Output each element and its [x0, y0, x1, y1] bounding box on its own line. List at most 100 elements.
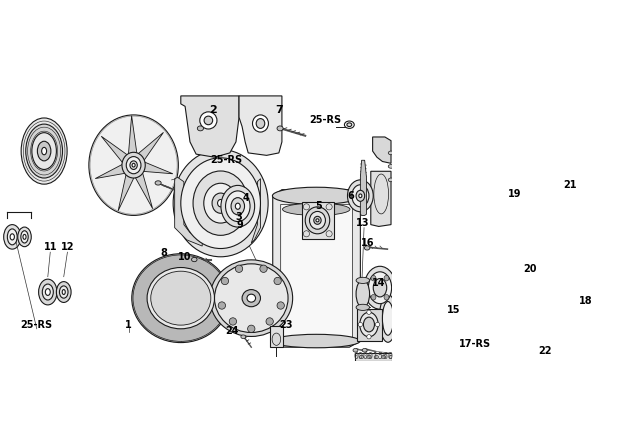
Text: 9: 9: [237, 220, 244, 230]
Ellipse shape: [45, 289, 51, 295]
Polygon shape: [101, 136, 127, 163]
Text: 4: 4: [243, 193, 250, 203]
Text: 15: 15: [447, 306, 460, 315]
Ellipse shape: [376, 323, 380, 327]
Ellipse shape: [210, 260, 292, 336]
Polygon shape: [371, 171, 391, 226]
Ellipse shape: [364, 266, 396, 309]
Ellipse shape: [4, 224, 21, 249]
Ellipse shape: [10, 234, 15, 240]
Text: 11: 11: [44, 242, 57, 252]
Ellipse shape: [204, 183, 237, 223]
Ellipse shape: [344, 121, 354, 129]
Polygon shape: [175, 177, 202, 246]
Ellipse shape: [200, 112, 217, 129]
Ellipse shape: [266, 318, 273, 325]
Polygon shape: [239, 96, 282, 155]
Ellipse shape: [371, 294, 376, 300]
Ellipse shape: [155, 181, 161, 185]
Ellipse shape: [310, 211, 325, 229]
Ellipse shape: [352, 185, 369, 207]
Text: 22: 22: [539, 346, 552, 357]
Ellipse shape: [21, 118, 67, 184]
Ellipse shape: [364, 246, 370, 250]
Ellipse shape: [356, 190, 365, 201]
Ellipse shape: [221, 277, 228, 284]
Text: 00001560: 00001560: [354, 352, 394, 361]
Polygon shape: [301, 202, 334, 239]
Ellipse shape: [373, 279, 387, 297]
Ellipse shape: [359, 194, 362, 198]
Ellipse shape: [360, 355, 364, 358]
Text: 7: 7: [275, 105, 283, 115]
Ellipse shape: [26, 124, 63, 178]
Ellipse shape: [133, 255, 228, 341]
Text: 25-RS: 25-RS: [308, 116, 341, 125]
Text: 1: 1: [125, 319, 132, 330]
Polygon shape: [252, 179, 260, 243]
Ellipse shape: [303, 231, 310, 237]
Ellipse shape: [388, 164, 394, 168]
Ellipse shape: [236, 265, 243, 272]
Ellipse shape: [180, 158, 260, 249]
Ellipse shape: [231, 198, 244, 215]
Text: 19: 19: [508, 189, 522, 199]
Ellipse shape: [347, 123, 352, 126]
Ellipse shape: [316, 219, 319, 222]
Ellipse shape: [272, 333, 281, 345]
Polygon shape: [281, 204, 353, 343]
Ellipse shape: [388, 178, 394, 182]
Ellipse shape: [384, 276, 389, 281]
Ellipse shape: [126, 157, 141, 174]
Ellipse shape: [197, 126, 204, 131]
Ellipse shape: [247, 294, 255, 302]
Ellipse shape: [369, 272, 392, 304]
Polygon shape: [355, 353, 392, 361]
Ellipse shape: [32, 133, 56, 169]
Polygon shape: [356, 309, 383, 341]
Ellipse shape: [381, 355, 386, 358]
Text: 23: 23: [279, 319, 292, 330]
Ellipse shape: [305, 207, 330, 234]
Text: 3: 3: [236, 212, 243, 222]
Ellipse shape: [277, 126, 283, 131]
Polygon shape: [273, 190, 360, 347]
Ellipse shape: [273, 187, 360, 204]
Ellipse shape: [326, 231, 332, 237]
Polygon shape: [129, 116, 137, 154]
Text: 13: 13: [356, 218, 369, 228]
Ellipse shape: [42, 147, 47, 155]
Text: 12: 12: [61, 242, 74, 252]
Ellipse shape: [282, 203, 350, 215]
Ellipse shape: [274, 277, 282, 284]
Text: 6: 6: [347, 191, 354, 201]
Ellipse shape: [273, 334, 360, 348]
Ellipse shape: [356, 277, 369, 284]
Ellipse shape: [21, 231, 28, 243]
Polygon shape: [180, 96, 239, 157]
Ellipse shape: [204, 116, 212, 125]
Bar: [269, 326, 283, 347]
Text: 8: 8: [161, 249, 168, 258]
Ellipse shape: [7, 229, 17, 245]
Ellipse shape: [248, 325, 255, 332]
Text: 10: 10: [179, 252, 192, 262]
Ellipse shape: [241, 335, 246, 339]
Ellipse shape: [132, 164, 135, 167]
Text: 20: 20: [524, 264, 537, 274]
Ellipse shape: [236, 203, 240, 209]
Ellipse shape: [367, 310, 371, 314]
Ellipse shape: [151, 271, 211, 325]
Ellipse shape: [23, 234, 26, 239]
Ellipse shape: [371, 276, 376, 281]
Text: 17-RS: 17-RS: [459, 339, 491, 349]
Ellipse shape: [56, 282, 71, 302]
Ellipse shape: [132, 254, 230, 343]
Text: 25-RS: 25-RS: [20, 319, 53, 330]
Text: 18: 18: [579, 296, 592, 306]
Ellipse shape: [358, 323, 362, 327]
Ellipse shape: [214, 264, 288, 332]
Polygon shape: [143, 162, 173, 174]
Ellipse shape: [388, 151, 394, 155]
Ellipse shape: [193, 171, 248, 235]
